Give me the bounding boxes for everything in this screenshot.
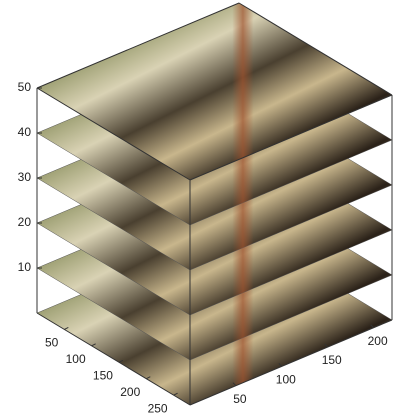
z-tick-label: 10 xyxy=(18,260,32,274)
y-tick-label: 50 xyxy=(233,392,247,406)
z-tick-label: 50 xyxy=(18,80,32,94)
chart: 10 20 30 40 50 50 100 150 200 250 50 100 150 200 xyxy=(0,0,414,416)
x-tick-label: 50 xyxy=(45,336,59,350)
z-tick-label: 40 xyxy=(18,125,32,139)
z-tick-label: 30 xyxy=(18,170,32,184)
x-tick-label: 250 xyxy=(148,401,168,415)
z-tick-label: 20 xyxy=(18,215,32,229)
y-tick-label: 150 xyxy=(322,353,342,367)
x-tick-label: 100 xyxy=(66,352,86,366)
x-tick-label: 200 xyxy=(120,385,140,399)
x-tick-label: 150 xyxy=(93,368,113,382)
y-tick-label: 200 xyxy=(368,334,388,348)
y-tick-label: 100 xyxy=(276,373,296,387)
